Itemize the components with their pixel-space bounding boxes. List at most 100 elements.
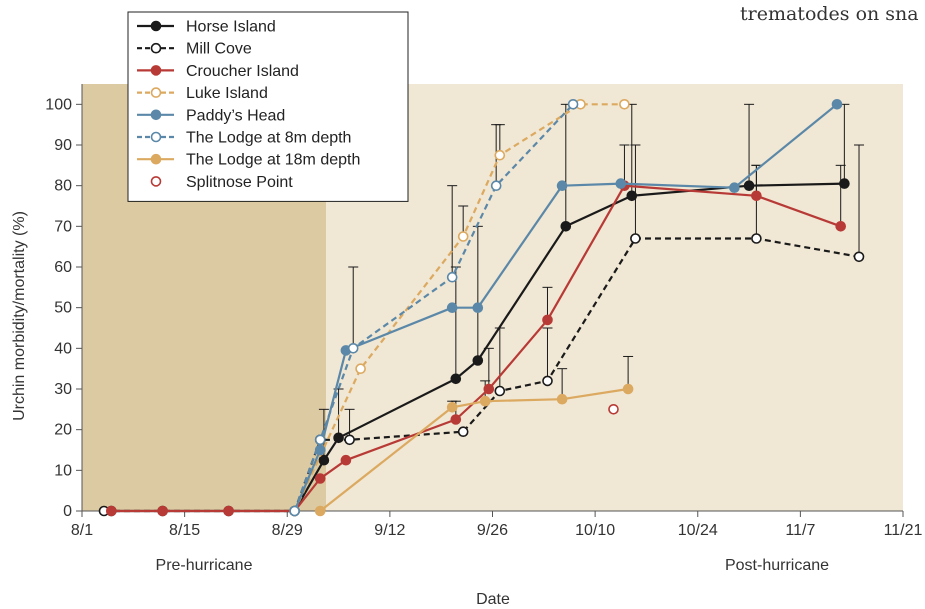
legend-label: The Lodge at 8m depth — [186, 130, 351, 147]
series-layer — [98, 99, 865, 517]
legend-marker — [150, 20, 162, 32]
legend-item-croucher-island: Croucher Island — [137, 63, 299, 80]
y-tick-label: 30 — [54, 381, 72, 398]
legend-marker — [150, 131, 162, 143]
series-the-lodge-at-8m-depth — [289, 99, 579, 517]
series-line — [104, 237, 860, 513]
data-point — [494, 149, 506, 161]
post-hurricane-label: Post-hurricane — [725, 557, 829, 574]
legend-item-horse-island: Horse Island — [137, 19, 276, 36]
series-mill-cove — [98, 233, 865, 517]
data-point — [457, 231, 469, 242]
data-point — [314, 505, 326, 517]
data-point — [743, 180, 755, 191]
data-point — [839, 178, 850, 189]
data-point — [626, 190, 638, 202]
data-point — [556, 180, 568, 191]
data-point — [751, 233, 762, 244]
data-point — [340, 454, 352, 466]
data-point — [751, 190, 762, 202]
x-tick-label: 10/10 — [575, 522, 615, 539]
legend-label: Horse Island — [186, 19, 276, 36]
legend-marker — [150, 87, 162, 98]
legend-label: Croucher Island — [186, 63, 299, 80]
legend-item-the-lodge-at-18m-depth: The Lodge at 18m depth — [137, 152, 360, 169]
x-tick-label: 8/1 — [71, 522, 93, 539]
data-point — [446, 302, 458, 314]
x-tick-label: 9/12 — [374, 522, 405, 539]
data-point — [450, 373, 462, 385]
pre-hurricane-label: Pre-hurricane — [156, 557, 253, 574]
legend-item-luke-island: Luke Island — [137, 85, 268, 102]
legend-item-splitnose-point: Splitnose Point — [150, 174, 293, 191]
error-bars-croucher-island — [450, 144, 846, 420]
data-point — [106, 505, 117, 517]
data-point — [446, 271, 458, 283]
x-axis-title: Date — [476, 591, 510, 608]
data-point — [157, 505, 168, 517]
y-tick-label: 10 — [54, 462, 72, 479]
x-tick-label: 9/26 — [477, 522, 508, 539]
legend-label: Mill Cove — [186, 41, 252, 58]
y-tick-label: 40 — [54, 340, 72, 357]
data-point — [853, 251, 865, 263]
data-point — [560, 221, 572, 232]
x-tick-label: 8/15 — [169, 522, 200, 539]
post-hurricane-region — [326, 84, 903, 511]
y-tick-label: 100 — [45, 96, 72, 113]
corner-text: trematodes on sna — [740, 3, 919, 25]
data-point — [347, 342, 359, 354]
legend-box — [127, 11, 409, 202]
data-point — [472, 302, 484, 314]
y-tick-label: 20 — [54, 422, 72, 439]
data-point — [619, 99, 630, 110]
legend-marker — [150, 153, 162, 165]
series-line — [293, 103, 574, 512]
data-point — [289, 505, 300, 517]
series-splitnose-point — [608, 403, 619, 415]
data-point — [446, 401, 458, 413]
data-point — [622, 383, 634, 395]
data-point — [344, 434, 355, 446]
y-tick-label: 0 — [63, 503, 72, 520]
legend-marker — [150, 42, 162, 54]
data-point — [355, 363, 366, 375]
data-point — [542, 375, 553, 387]
data-point — [542, 314, 553, 326]
x-tick-label: 11/21 — [884, 522, 923, 539]
data-point — [567, 99, 579, 110]
data-point — [729, 182, 740, 193]
data-point — [608, 403, 619, 415]
legend-marker — [150, 65, 162, 76]
error-bars-the-lodge-at-8m-depth — [348, 124, 502, 349]
legend-label: Luke Island — [186, 85, 268, 102]
legend: Horse Island Mill Cove Croucher Island Luke… — [127, 11, 409, 202]
legend-label: Splitnose Point — [186, 174, 293, 191]
legend-item-paddy-s-head: Paddy’s Head — [137, 107, 285, 124]
legend-item-mill-cove: Mill Cove — [137, 41, 252, 58]
data-point — [630, 233, 641, 244]
y-tick-label: 50 — [54, 300, 72, 317]
data-point — [314, 434, 326, 446]
data-point — [494, 385, 506, 397]
series-the-lodge-at-18m-depth — [314, 383, 634, 517]
legend-marker — [150, 176, 162, 187]
data-point — [223, 505, 234, 517]
y-tick-label: 70 — [54, 218, 72, 235]
data-point — [615, 178, 627, 189]
y-tick-label: 60 — [54, 259, 72, 276]
y-tick-label: 80 — [54, 178, 72, 195]
legend-item-the-lodge-at-8m-depth: The Lodge at 8m depth — [137, 130, 351, 147]
y-tick-label: 90 — [54, 137, 72, 154]
axes: 0 10 20 30 40 50 60 70 80 90 100 8/1 8/15 8/29 9/12 9/2… — [45, 84, 923, 539]
data-point — [556, 393, 568, 405]
x-tick-label: 10/24 — [678, 522, 718, 539]
data-point — [483, 383, 495, 395]
x-tick-label: 11/7 — [785, 522, 815, 539]
data-point — [490, 180, 502, 191]
series-croucher-island — [106, 180, 847, 517]
series-line — [111, 184, 842, 513]
legend-label: Paddy’s Head — [186, 107, 285, 124]
data-point — [457, 426, 469, 438]
